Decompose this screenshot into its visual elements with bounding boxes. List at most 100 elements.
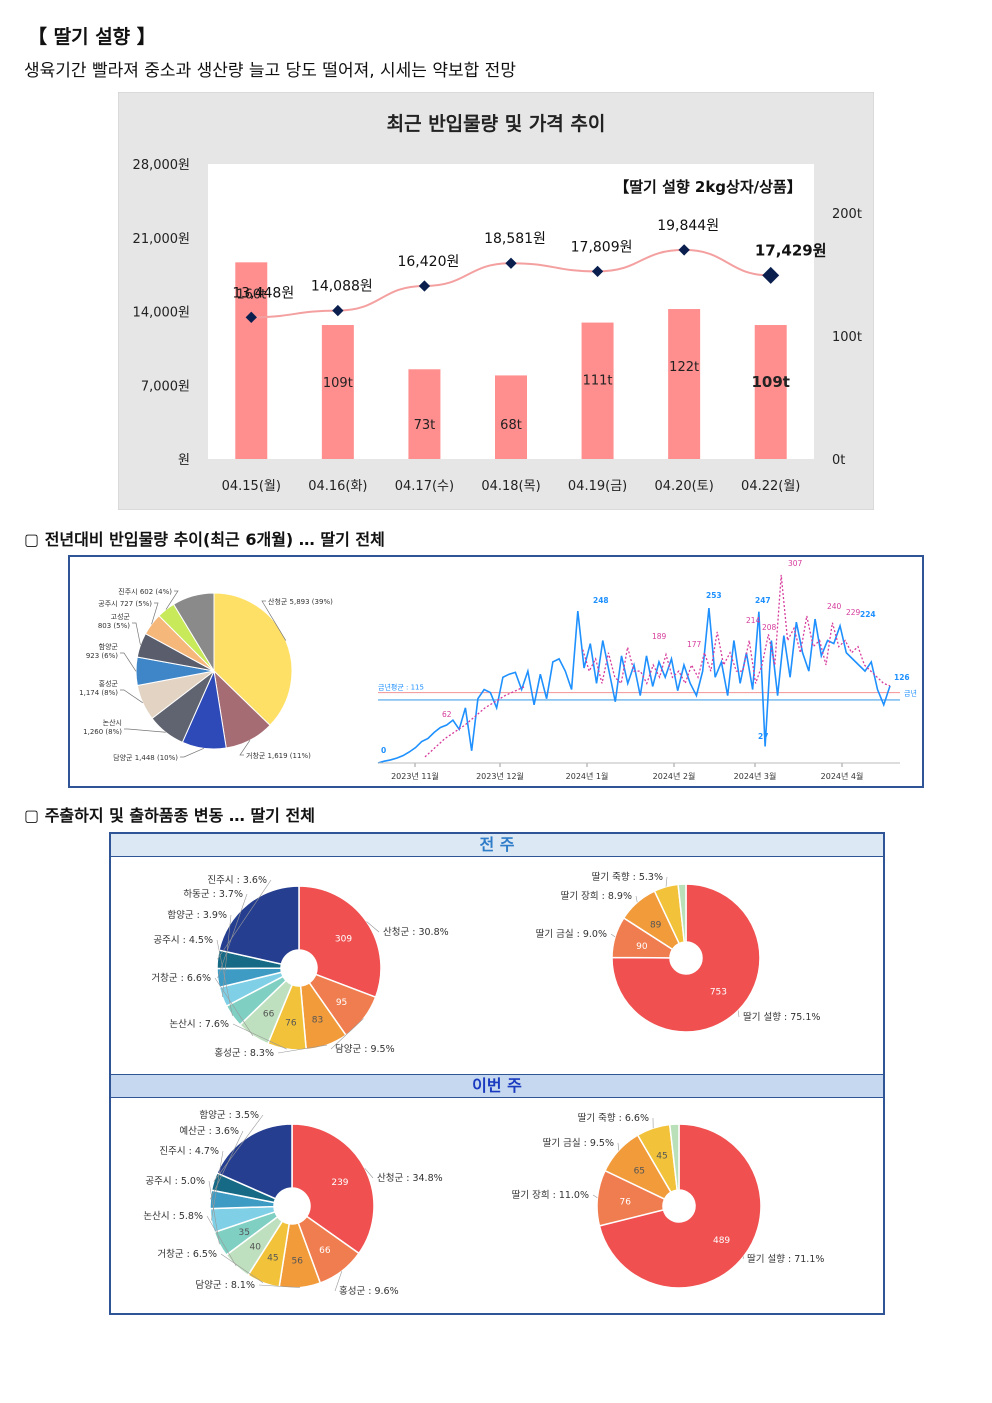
- recent-chart-svg: 최근 반입물량 및 가격 추이 28,000원 21,000원 14,000원 7,00…: [117, 91, 875, 511]
- price-marker: [591, 265, 604, 278]
- donut-label: 공주시 : 5.0%: [145, 1176, 205, 1187]
- donut-label: 산청군 : 30.8%: [383, 927, 449, 938]
- donut-slice-label: 239: [331, 1178, 348, 1188]
- donut-label: 거창군 : 6.6%: [151, 973, 211, 984]
- chart1-annotation: 【딸기 설향 2kg상자/상품】: [614, 178, 801, 196]
- yoy-pie-label: 진주시 602 (4%): [118, 587, 172, 596]
- volume-label: 111t: [583, 374, 613, 389]
- volume-label: 68t: [500, 418, 522, 433]
- donut-label: 함양군 : 3.9%: [167, 910, 227, 921]
- donut-leader: [330, 1018, 364, 1050]
- yoy-point-label: 224: [860, 610, 876, 619]
- price-marker: [505, 257, 517, 269]
- price-label: 17,429원: [755, 241, 827, 259]
- donut-leader: [277, 1044, 328, 1054]
- donut-label: 딸기 금실 : 9.0%: [536, 928, 607, 940]
- yoy-x-tick: 2023년 11월: [391, 771, 439, 781]
- donut-leader: [592, 1194, 598, 1199]
- donut-slice-label: 76: [620, 1198, 632, 1208]
- y-right-tick-label: 100t: [832, 330, 862, 345]
- price-label: 14,088원: [311, 279, 373, 295]
- donut-slice-label: 89: [650, 920, 662, 930]
- y-left-tick-label: 21,000원: [133, 232, 190, 247]
- donut-leader: [258, 1284, 300, 1288]
- yoy-pie-label: 1,260 (8%): [83, 728, 122, 736]
- yoy-pie-label: 산청군 5,893 (39%): [268, 597, 333, 606]
- donut-leader: [216, 939, 233, 1017]
- donut-leader: [232, 1023, 287, 1050]
- yoy-ref-label: 금년평균 : 115: [378, 683, 424, 692]
- yoy-pie-label: 공주시 727 (5%): [98, 600, 152, 608]
- donut-label: 공주시 : 4.5%: [153, 935, 213, 946]
- yoy-x-tick: 2024년 1월: [566, 771, 609, 781]
- yoy-pie-leader: [120, 652, 137, 672]
- yoy-pie-label: 홍성군: [99, 679, 119, 688]
- yoy-series-line: [377, 607, 891, 764]
- donut-label: 딸기 설향 : 71.1%: [747, 1253, 824, 1265]
- yoy-point-label: 126: [894, 673, 910, 682]
- yoy-pie-label: 논산시: [103, 718, 122, 727]
- donut-label: 홍성군 : 8.3%: [214, 1047, 274, 1059]
- yoy-pie-leader: [165, 590, 179, 610]
- donut-slice-label: 90: [636, 942, 648, 952]
- volume-bar: [581, 322, 614, 459]
- price-label: 17,809원: [571, 239, 633, 255]
- volume-label: 122t: [669, 360, 699, 375]
- x-tick-label: 04.19(금): [568, 479, 627, 494]
- origin-pies-svg: 309 95 83 76 66 산청군 : 30.8% 담양군 : 9.5% 홍성군 : 8.…: [143, 871, 824, 1297]
- donut-leader: [737, 1010, 740, 1018]
- yoy-point-label: 240: [827, 602, 842, 611]
- price-label: 19,844원: [657, 218, 719, 234]
- yoy-point-label: 229: [846, 608, 861, 617]
- yoy-pie-slice: [172, 592, 215, 673]
- price-marker: [418, 280, 431, 292]
- donut-slice: [668, 1123, 680, 1191]
- volume-label: 73t: [414, 418, 436, 433]
- price-marker: [332, 304, 344, 317]
- yoy-series-line: [424, 685, 526, 758]
- yoy-point-label: 0: [381, 746, 386, 755]
- donut-label: 딸기 설향 : 75.1%: [743, 1011, 820, 1023]
- donut-slice-label: 83: [312, 1016, 323, 1026]
- y-left-tick-label: 원: [178, 453, 190, 468]
- yoy-point-label: 248: [593, 596, 609, 605]
- donut-leader: [208, 1180, 220, 1245]
- volume-bar: [235, 262, 268, 459]
- origin-panels: 전 주 이번 주 309 95 83 76 66 산청군 : 30.8% 담양군 : 9.5…: [109, 832, 885, 1315]
- yoy-x-tick: 2024년 2월: [653, 771, 696, 781]
- this-week-header: 이번 주: [111, 1074, 883, 1098]
- volume-bar: [495, 375, 527, 459]
- yoy-chart: 산청군 5,893 (39%) 거창군 1,619 (11%) 담양군 1,448 …: [68, 555, 924, 788]
- yoy-x-tick: 2023년 12월: [476, 771, 524, 781]
- recent-chart: 최근 반입물량 및 가격 추이 28,000원 21,000원 14,000원 7,00…: [117, 91, 875, 511]
- donut-label: 딸기 죽향 : 6.6%: [578, 1112, 649, 1124]
- yoy-chart-svg: 산청군 5,893 (39%) 거창군 1,619 (11%) 담양군 1,448 …: [79, 559, 917, 781]
- yoy-point-label: 307: [788, 559, 803, 568]
- donut-label: 거창군 : 6.5%: [157, 1249, 217, 1260]
- donut-leader: [665, 876, 668, 887]
- price-label: 13,448원: [232, 285, 294, 301]
- price-marker: [678, 244, 690, 256]
- donut-label: 논산시 : 5.8%: [143, 1211, 203, 1222]
- yoy-pie-label: 803 (5%): [98, 622, 130, 630]
- donut-slice-label: 35: [238, 1228, 249, 1238]
- donut-leader: [221, 914, 232, 998]
- y-right-tick-label: 0t: [832, 453, 845, 468]
- donut-slice-label: 309: [335, 934, 352, 944]
- donut-leader: [217, 893, 248, 979]
- donut-leader: [214, 977, 254, 1036]
- donut-label: 홍성군 : 9.6%: [339, 1285, 399, 1297]
- yoy-pie-leader: [180, 748, 205, 758]
- donut-label: 담양군 : 9.5%: [335, 1043, 395, 1055]
- volume-bar: [408, 369, 441, 459]
- donut-label: 논산시 : 7.6%: [169, 1019, 229, 1030]
- donut-slice: [291, 1123, 375, 1255]
- donut-leader: [217, 879, 272, 960]
- x-tick-label: 04.15(월): [222, 479, 281, 494]
- donut-leader: [742, 1256, 744, 1260]
- y-left-tick-label: 14,000원: [133, 306, 190, 321]
- yoy-pie-leader: [261, 600, 287, 641]
- x-tick-label: 04.18(목): [481, 479, 540, 494]
- volume-bar: [321, 325, 354, 459]
- y-left-tick-label: 28,000원: [133, 158, 190, 173]
